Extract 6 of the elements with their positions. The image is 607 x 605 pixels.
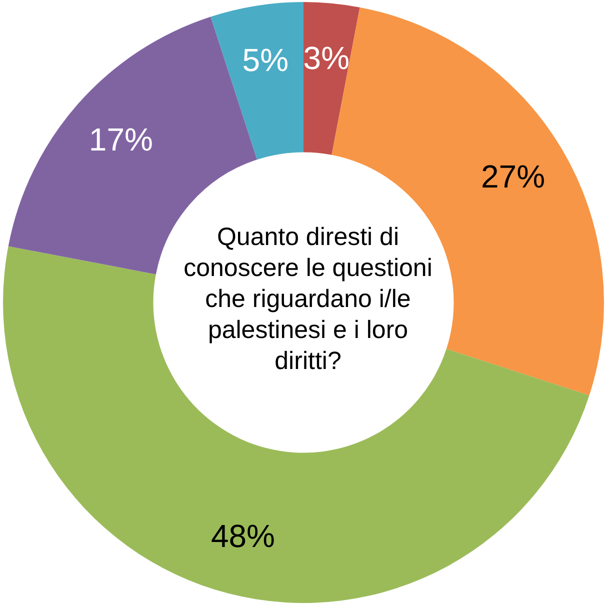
text: Quanto diresti di conoscere le questioni che riguardano i/le palestinesi e i loro diritti? [183,222,433,377]
data-label: 3% [303,40,350,76]
data-label: 17% [88,121,153,158]
data-label: 27% [480,158,546,194]
data-label: 48% [210,518,275,554]
data-label: 5% [242,42,289,78]
